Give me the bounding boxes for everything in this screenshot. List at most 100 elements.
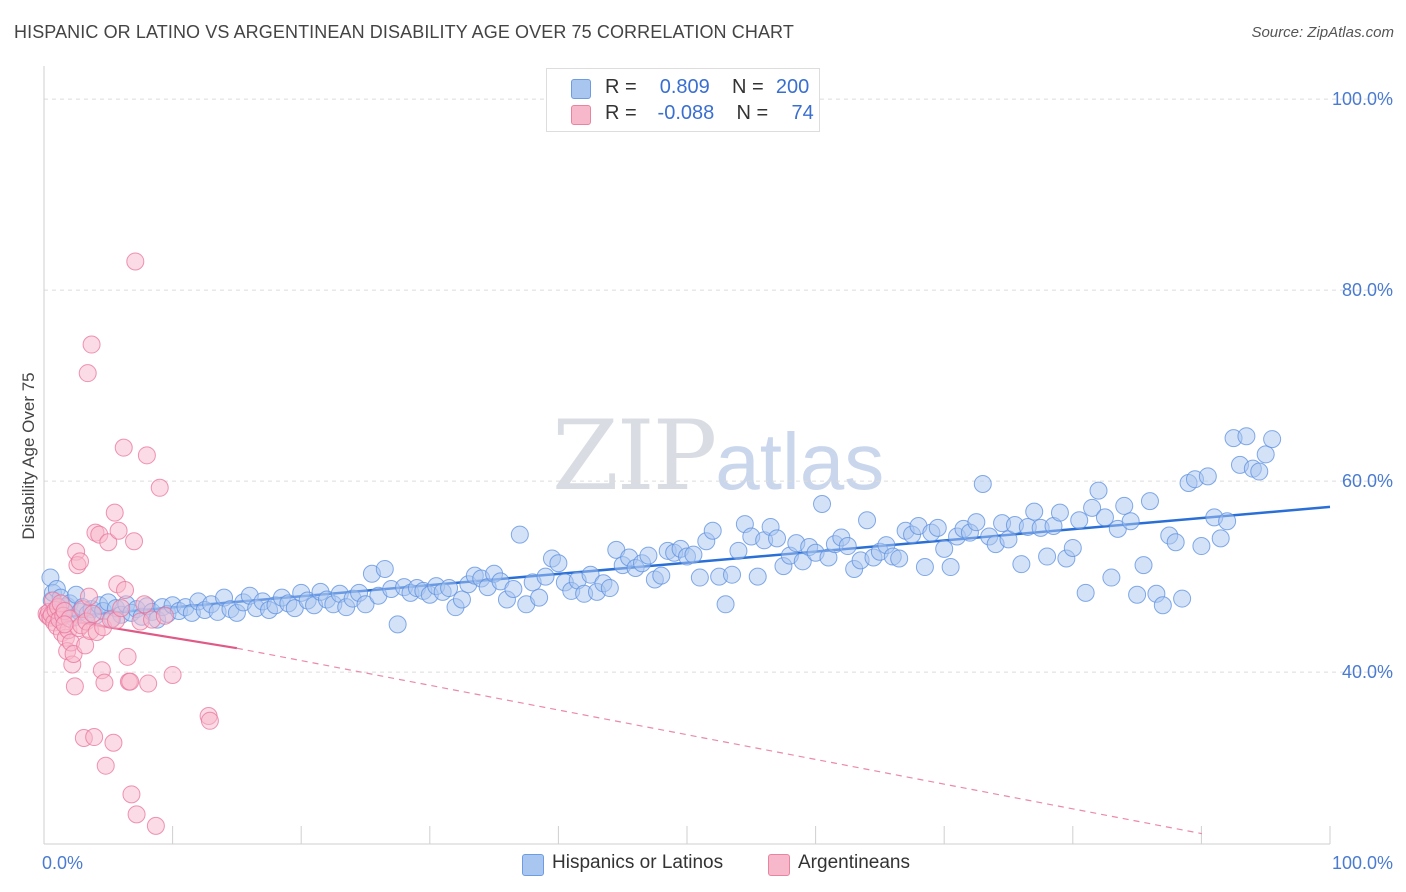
- point-0-172: [1063, 538, 1082, 557]
- point-1-60: [126, 252, 145, 271]
- point-1-61: [127, 805, 146, 824]
- point-1-69: [155, 606, 174, 625]
- point-0-140: [858, 511, 877, 530]
- point-0-192: [1192, 537, 1211, 556]
- correlation-legend: R = 0.809 N = 200 R = -0.088 N = 74: [546, 68, 820, 132]
- watermark-zip: ZIP: [552, 400, 717, 512]
- point-0-137: [838, 537, 857, 556]
- series-0: [41, 427, 1282, 634]
- point-0-86: [510, 525, 529, 544]
- bottom-legend-label-hispanics: Hispanics or Latinos: [552, 852, 724, 873]
- point-1-70: [163, 665, 182, 684]
- point-1-36: [83, 604, 102, 623]
- point-1-37: [85, 728, 104, 747]
- point-0-195: [1211, 529, 1230, 548]
- point-1-44: [96, 756, 115, 775]
- y-tick-label-3: 100.0%: [1332, 89, 1393, 109]
- point-0-77: [452, 590, 471, 609]
- point-0-123: [748, 567, 767, 586]
- grid-lines: [44, 98, 1392, 673]
- point-0-119: [723, 565, 742, 584]
- point-0-164: [1012, 555, 1031, 574]
- point-0-67: [388, 615, 407, 634]
- series-1: [37, 252, 219, 835]
- legend-stats-argentineans: R = -0.088 N = 74: [605, 102, 814, 124]
- point-0-201: [1250, 462, 1269, 481]
- point-1-47: [104, 733, 123, 752]
- point-0-120: [729, 541, 748, 560]
- point-0-106: [639, 546, 658, 565]
- point-0-199: [1237, 427, 1256, 446]
- point-0-116: [703, 521, 722, 540]
- point-0-92: [549, 554, 568, 573]
- point-0-133: [813, 495, 832, 514]
- point-0-186: [1153, 596, 1172, 615]
- point-1-22: [65, 677, 84, 696]
- point-0-177: [1095, 508, 1114, 527]
- point-1-43: [95, 673, 114, 692]
- point-1-68: [150, 478, 169, 497]
- tick-labels: 40.0% 60.0% 80.0% 100.0% 0.0% 100.0%: [42, 89, 1393, 873]
- y-axis-label: Disability Age Over 75: [19, 372, 38, 539]
- point-0-65: [375, 559, 394, 578]
- point-1-65: [139, 674, 158, 693]
- point-1-73: [55, 615, 74, 634]
- point-1-48: [105, 503, 124, 522]
- point-0-176: [1089, 481, 1108, 500]
- point-0-183: [1134, 556, 1153, 575]
- point-0-181: [1121, 512, 1140, 531]
- point-0-89: [530, 588, 549, 607]
- point-0-108: [652, 566, 671, 585]
- point-1-63: [135, 595, 154, 614]
- point-1-45: [99, 533, 118, 552]
- point-1-67: [146, 816, 165, 835]
- bottom-legend-swatch-argentineans: [768, 854, 790, 876]
- y-tick-label-0: 40.0%: [1342, 662, 1393, 682]
- point-0-90: [536, 567, 555, 586]
- point-0-85: [504, 580, 523, 599]
- point-0-151: [928, 518, 947, 537]
- source-label: Source: ZipAtlas.com: [1251, 24, 1394, 41]
- point-0-189: [1173, 589, 1192, 608]
- point-1-26: [71, 552, 90, 571]
- point-0-196: [1218, 512, 1237, 531]
- point-0-113: [684, 545, 703, 564]
- point-1-59: [125, 532, 144, 551]
- point-0-152: [935, 539, 954, 558]
- point-1-57: [121, 672, 140, 691]
- bottom-legend-label-argentineans: Argentineans: [798, 852, 910, 873]
- point-1-55: [118, 647, 137, 666]
- y-tick-label-2: 80.0%: [1342, 280, 1393, 300]
- point-1-32: [78, 364, 97, 383]
- watermark: ZIPatlas: [552, 400, 884, 512]
- point-0-174: [1076, 583, 1095, 602]
- point-0-158: [973, 474, 992, 493]
- point-0-153: [941, 558, 960, 577]
- x-tick-label-1: 100.0%: [1332, 853, 1393, 873]
- point-0-193: [1198, 467, 1217, 486]
- legend-swatch-hispanics: [571, 79, 591, 99]
- point-1-58: [122, 785, 141, 804]
- point-0-62: [356, 595, 375, 614]
- point-0-173: [1070, 511, 1089, 530]
- point-1-33: [80, 587, 99, 606]
- point-1-52: [112, 599, 131, 618]
- point-0-118: [716, 595, 735, 614]
- point-0-203: [1263, 430, 1282, 449]
- point-0-180: [1115, 496, 1134, 515]
- chart-title: HISPANIC OR LATINO VS ARGENTINEAN DISABI…: [14, 22, 794, 42]
- point-0-175: [1083, 498, 1102, 517]
- point-0-166: [1025, 502, 1044, 521]
- point-0-114: [690, 568, 709, 587]
- point-1-64: [137, 446, 156, 465]
- point-0-170: [1050, 503, 1069, 522]
- point-0-182: [1128, 585, 1147, 604]
- data-points: [37, 252, 1282, 835]
- point-0-100: [600, 579, 619, 598]
- y-tick-label-1: 60.0%: [1342, 471, 1393, 491]
- point-0-149: [915, 558, 934, 577]
- point-1-72: [200, 711, 219, 730]
- legend-swatch-argentineans: [571, 105, 591, 125]
- point-0-202: [1256, 445, 1275, 464]
